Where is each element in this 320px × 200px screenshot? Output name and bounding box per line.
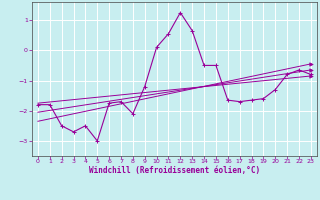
X-axis label: Windchill (Refroidissement éolien,°C): Windchill (Refroidissement éolien,°C) (89, 166, 260, 175)
